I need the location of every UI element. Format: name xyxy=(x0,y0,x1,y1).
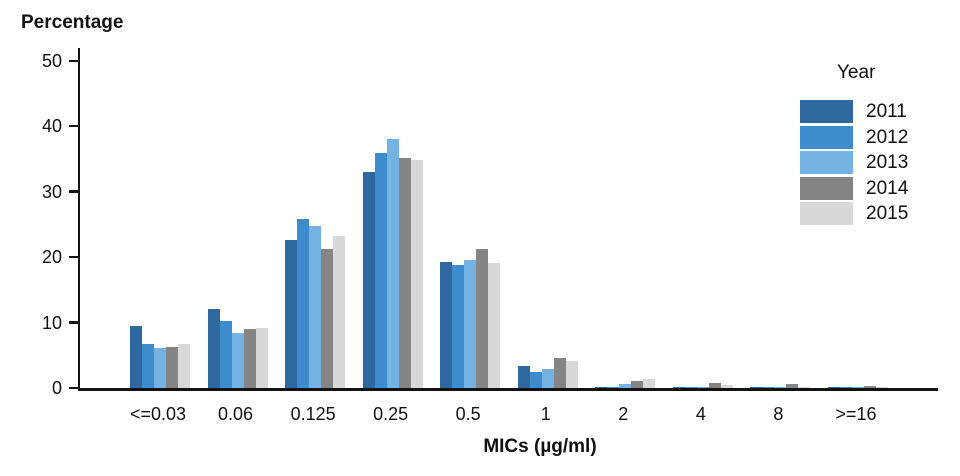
legend-items: 2011 2012 2013 2014 2015 xyxy=(800,100,908,225)
x-tick-label: 2 xyxy=(618,404,629,424)
legend-label: 2011 xyxy=(866,101,907,122)
bar-2012-4 xyxy=(684,387,697,388)
y-tick-label: 50 xyxy=(41,51,62,71)
y-tick-label: 0 xyxy=(51,378,62,398)
legend-swatch-2011 xyxy=(800,100,853,123)
x-tick-label: 4 xyxy=(695,404,706,424)
bar-2013-2 xyxy=(619,384,632,388)
bar-2015-4 xyxy=(720,385,733,388)
x-tick-label: 0.125 xyxy=(290,404,336,424)
bar-2014-<=0.03 xyxy=(166,347,178,388)
legend-entry-2013: 2013 xyxy=(800,151,908,174)
bar-2012-0.25 xyxy=(374,153,387,388)
bar-2015-0.06 xyxy=(255,328,268,388)
x-tick-label: 0.06 xyxy=(218,404,254,424)
bar-2014-8 xyxy=(786,384,799,388)
y-tick-mark xyxy=(69,386,78,389)
bar-2013-1 xyxy=(541,369,554,388)
bar-2011-0.06 xyxy=(207,309,220,388)
legend: Year 2011 2012 2013 2014 2015 xyxy=(800,62,908,228)
legend-entry-2014: 2014 xyxy=(800,176,909,200)
bar-2014-1 xyxy=(553,358,566,388)
bar-2011->=16 xyxy=(827,387,840,388)
y-tick-mark xyxy=(69,124,78,128)
bar-2012-0.125 xyxy=(297,219,310,388)
bar-2014-0.25 xyxy=(398,158,411,388)
bar-2012-8 xyxy=(762,387,775,388)
bar-2013-8 xyxy=(774,387,787,388)
bar-2011-0.5 xyxy=(440,262,453,388)
legend-swatch-2013 xyxy=(800,151,853,174)
legend-label: 2012 xyxy=(866,126,909,148)
x-axis-title: MICs (µg/ml) xyxy=(483,436,597,457)
x-tick-label: 0.25 xyxy=(373,404,409,424)
legend-title: Year xyxy=(837,62,876,83)
bar-2011-0.25 xyxy=(362,172,375,388)
bar-2015-0.5 xyxy=(488,263,501,388)
x-tick-label: >=16 xyxy=(835,404,877,424)
y-tick-label: 40 xyxy=(41,116,62,137)
bar-2011-<=0.03 xyxy=(130,326,142,388)
bar-2015-<=0.03 xyxy=(178,344,190,388)
y-tick-mark xyxy=(69,255,78,259)
legend-swatch-2015 xyxy=(800,202,853,225)
bar-2013-0.5 xyxy=(464,260,477,388)
bar-2015-0.125 xyxy=(333,236,346,388)
bar-2011-1 xyxy=(517,366,530,388)
bar-2014-4 xyxy=(708,383,721,388)
legend-label: 2013 xyxy=(866,152,909,173)
y-axis-title: Percentage xyxy=(21,12,124,33)
bar-2015-1 xyxy=(565,361,578,388)
y-tick-label: 30 xyxy=(41,181,62,202)
bar-2012-1 xyxy=(529,372,542,388)
bar-2013-0.125 xyxy=(309,226,322,388)
legend-label: 2015 xyxy=(866,203,909,224)
bar-2011-2 xyxy=(595,387,608,388)
bar-2012-0.06 xyxy=(219,321,232,388)
legend-swatch-2014 xyxy=(800,176,853,200)
y-tick-label: 10 xyxy=(41,312,62,333)
bar-2011-4 xyxy=(672,387,685,388)
y-tick-label: 20 xyxy=(41,247,62,268)
bar-2013-<=0.03 xyxy=(154,348,166,388)
bar-2014-0.125 xyxy=(321,249,334,388)
bar-2013-0.06 xyxy=(231,333,244,388)
bar-2015-8 xyxy=(798,387,811,388)
bar-2015->=16 xyxy=(875,387,888,388)
bar-2013->=16 xyxy=(851,387,864,388)
bar-2015-2 xyxy=(643,379,656,388)
plot-area xyxy=(78,48,938,391)
bar-2013-4 xyxy=(696,387,709,388)
bar-2015-0.25 xyxy=(410,160,423,388)
y-tick-mark xyxy=(69,190,78,193)
legend-label: 2014 xyxy=(866,177,909,199)
legend-entry-2012: 2012 xyxy=(800,125,909,149)
legend-swatch-2012 xyxy=(800,125,853,149)
y-tick-mark xyxy=(69,321,78,324)
legend-entry-2015: 2015 xyxy=(800,202,908,225)
legend-entry-2011: 2011 xyxy=(800,100,908,123)
x-tick-label: 0.5 xyxy=(455,404,481,424)
bar-2012->=16 xyxy=(839,387,852,388)
x-tick-label: <=0.03 xyxy=(129,404,187,424)
bar-2014-0.06 xyxy=(243,329,256,388)
bar-2012-0.5 xyxy=(452,265,465,388)
bar-2013-0.25 xyxy=(386,139,399,388)
x-tick-label: 8 xyxy=(773,404,784,424)
bar-2014-2 xyxy=(631,381,644,388)
x-tick-label: 1 xyxy=(540,404,551,424)
bar-2012-<=0.03 xyxy=(142,344,154,388)
bar-2014->=16 xyxy=(863,386,876,388)
bar-2012-2 xyxy=(607,387,620,388)
bar-2011-8 xyxy=(750,387,763,388)
bar-2014-0.5 xyxy=(476,249,489,388)
bar-2011-0.125 xyxy=(285,240,298,388)
y-tick-mark xyxy=(69,59,78,62)
